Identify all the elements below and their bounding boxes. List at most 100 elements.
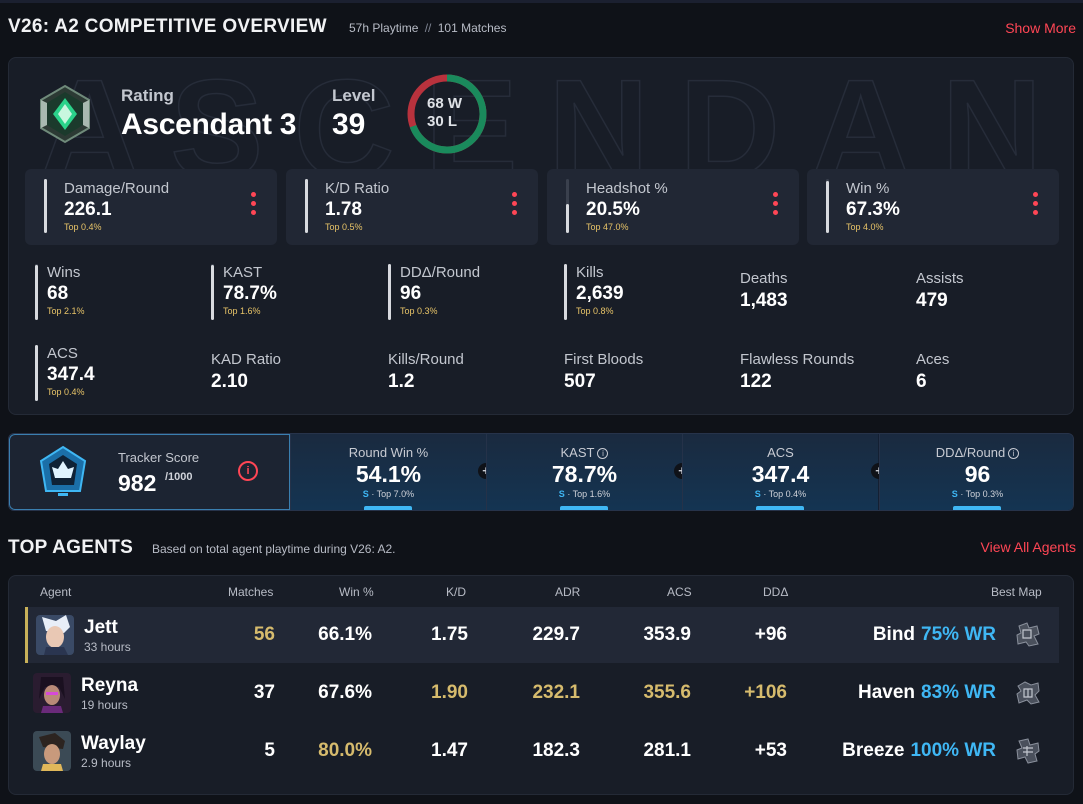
overview-meta: 57h Playtime // 101 Matches xyxy=(349,21,506,35)
column-header-best-map[interactable]: Best Map xyxy=(991,585,1042,599)
stat-label: Damage/Round xyxy=(64,180,170,197)
stat-value: 507 xyxy=(564,371,596,392)
column-header-kd[interactable]: K/D xyxy=(446,585,467,599)
stat-wins: Wins 68 Top 2.1% xyxy=(35,264,200,324)
percentile-bar xyxy=(35,264,38,320)
reyna-avatar xyxy=(33,673,71,713)
featured-stat-damage-round: Damage/Round 226.1 Top 0.4% xyxy=(25,169,277,245)
stat-acs: ACS 347.4 Top 0.4% xyxy=(35,345,200,405)
info-icon[interactable]: i xyxy=(1008,448,1020,459)
agent-name: Jett xyxy=(84,617,118,638)
stat-label: Aces xyxy=(916,351,950,368)
stat-percentile: Top 0.5% xyxy=(325,222,363,232)
stat-first-bloods: First Bloods 507 xyxy=(564,345,729,405)
top-agents-subtitle: Based on total agent playtime during V26… xyxy=(152,542,396,556)
tracker-score-label: Tracker Score xyxy=(118,450,200,465)
tracker-score-block: Tracker Score 982 /1000 i xyxy=(9,434,290,510)
agent-hours: 19 hours xyxy=(81,698,128,712)
tracker-stat-percentile: S · Top 0.3% xyxy=(951,489,1004,499)
meta-separator: // xyxy=(424,21,432,35)
stat-kills-round: Kills/Round 1.2 xyxy=(388,345,553,405)
stat-percentile: Top 0.8% xyxy=(576,306,614,316)
show-more-link[interactable]: Show More xyxy=(1005,20,1076,36)
more-options-icon[interactable] xyxy=(1033,192,1039,218)
more-options-icon[interactable] xyxy=(773,192,779,218)
stat-flawless-rounds: Flawless Rounds 122 xyxy=(740,345,905,405)
top-agents-header: TOP AGENTS Based on total agent playtime… xyxy=(8,537,1076,559)
info-icon[interactable]: i xyxy=(597,448,609,459)
tracker-stat-round-win: Round Win % 54.1% S · Top 7.0% xyxy=(290,434,486,510)
column-header-win[interactable]: Win % xyxy=(339,585,374,599)
column-header-matches[interactable]: Matches xyxy=(228,585,274,599)
featured-stat-kd-ratio: K/D Ratio 1.78 Top 0.5% xyxy=(286,169,538,245)
agent-row-waylay[interactable]: Waylay 2.9 hours 5 80.0% 1.47 182.3 281.… xyxy=(25,723,1059,779)
percentile-bar xyxy=(564,264,567,320)
percentile-bar xyxy=(566,179,569,233)
tracker-stat-label: DDΔ/Round i xyxy=(880,445,1073,460)
agents-table: Agent Matches Win % K/D ADR ACS DDΔ Best… xyxy=(8,575,1074,795)
waylay-avatar xyxy=(33,731,71,771)
stat-value: 67.3% xyxy=(846,199,900,220)
column-header-agent[interactable]: Agent xyxy=(40,585,72,599)
stat-label: DDΔ/Round xyxy=(400,264,481,281)
adr-cell: 182.3 xyxy=(532,740,580,761)
stat-value: 96 xyxy=(400,283,422,304)
stat-value: 1,483 xyxy=(740,290,788,311)
stat-percentile: Top 2.1% xyxy=(47,306,85,316)
stat-label: K/D Ratio xyxy=(325,180,390,197)
stat-label: Win % xyxy=(846,180,890,197)
dd-cell: +96 xyxy=(754,624,787,645)
stat-percentile: Top 0.3% xyxy=(400,306,438,316)
stat-value: 2.10 xyxy=(211,371,248,392)
win-cell: 66.1% xyxy=(318,624,372,645)
agent-row-jett[interactable]: Jett 33 hours 56 66.1% 1.75 229.7 353.9 … xyxy=(25,607,1059,663)
win-cell: 80.0% xyxy=(318,740,372,761)
stat-percentile: Top 1.6% xyxy=(223,306,261,316)
column-header-adr[interactable]: ADR xyxy=(555,585,581,599)
more-options-icon[interactable] xyxy=(512,192,518,218)
agent-row-reyna[interactable]: Reyna 19 hours 37 67.6% 1.90 232.1 355.6… xyxy=(25,665,1059,721)
percentile-bar xyxy=(35,345,38,401)
dd-cell: +53 xyxy=(754,740,787,761)
tracker-stat-value: 78.7% xyxy=(551,461,618,487)
losses-count: 30 L xyxy=(427,113,458,130)
agent-name: Reyna xyxy=(81,675,139,696)
stat-value: 347.4 xyxy=(47,364,95,385)
column-header-dd[interactable]: DDΔ xyxy=(763,585,789,599)
wins-count: 68 W xyxy=(427,95,463,112)
agent-hours: 2.9 hours xyxy=(81,756,132,770)
top-divider xyxy=(0,0,1083,3)
stat-kast: KAST 78.7% Top 1.6% xyxy=(211,264,376,324)
stat-label: Kills/Round xyxy=(388,351,464,368)
stat-value: 6 xyxy=(916,371,927,392)
tracker-score-value: 982 xyxy=(118,470,157,496)
acs-cell: 281.1 xyxy=(643,740,691,761)
more-options-icon[interactable] xyxy=(251,192,257,218)
acs-cell: 353.9 xyxy=(643,624,691,645)
stat-value: 122 xyxy=(740,371,772,392)
stat-label: Deaths xyxy=(740,270,788,287)
stat-label: Kills xyxy=(576,264,604,281)
overview-title: V26: A2 COMPETITIVE OVERVIEW xyxy=(8,16,327,37)
column-header-acs[interactable]: ACS xyxy=(667,585,692,599)
stat-value: 1.2 xyxy=(388,371,415,392)
best-map: Breeze 100% WR xyxy=(842,740,996,761)
haven-map-icon xyxy=(1016,681,1040,705)
rank-name: Ascendant 3 xyxy=(121,108,297,141)
tracker-score-max: /1000 xyxy=(165,471,193,483)
breeze-map-icon xyxy=(1016,738,1040,764)
featured-stat-headshot: Headshot % 20.5% Top 47.0% xyxy=(547,169,799,245)
info-icon[interactable]: i xyxy=(238,461,258,481)
matches-cell: 37 xyxy=(253,682,275,703)
adr-cell: 229.7 xyxy=(532,624,580,645)
top-agents-title: TOP AGENTS xyxy=(8,537,134,558)
percentile-bar xyxy=(211,264,214,320)
playtime-text: 57h Playtime xyxy=(349,21,419,35)
level-block: Level 39 xyxy=(332,86,375,142)
tracker-stat-kast: KAST i 78.7% S · Top 1.6% xyxy=(486,434,682,510)
percentile-bar xyxy=(305,179,308,233)
tracker-stat-value: 347.4 xyxy=(751,461,810,487)
percentile-bar xyxy=(388,264,391,320)
win-cell: 67.6% xyxy=(318,682,372,703)
view-all-agents-link[interactable]: View All Agents xyxy=(980,539,1076,555)
